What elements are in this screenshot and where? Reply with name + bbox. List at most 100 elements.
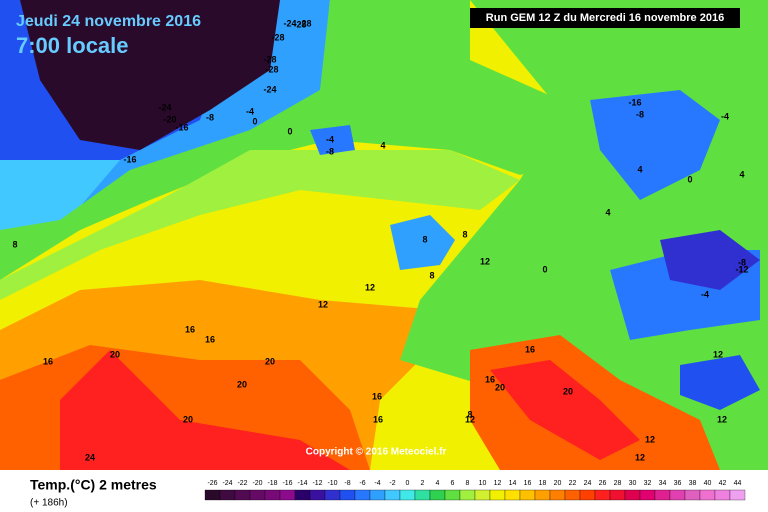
scale-label: -20 [252, 480, 262, 487]
scale-label: -16 [282, 480, 292, 487]
isotherm-label: -8 [738, 257, 746, 267]
isotherm-label: -8 [326, 146, 334, 156]
scale-swatch [684, 489, 701, 501]
scale-label: 26 [599, 480, 607, 487]
scale-label: 10 [479, 480, 487, 487]
isotherm-label: -4 [326, 134, 334, 144]
isotherm-label: 12 [465, 414, 475, 424]
scale-label: 16 [524, 480, 532, 487]
scale-swatch [399, 489, 416, 501]
scale-swatch [354, 489, 371, 501]
scale-swatch [699, 489, 716, 501]
scale-label: 18 [539, 480, 547, 487]
isotherm-label: 20 [563, 386, 573, 396]
scale-swatch [234, 489, 251, 501]
scale-label: 20 [554, 480, 562, 487]
isotherm-label: 4 [739, 169, 744, 179]
isotherm-label: 0 [252, 116, 257, 126]
scale-swatch [414, 489, 431, 501]
isotherm-label: 12 [365, 282, 375, 292]
scale-label: 8 [466, 480, 470, 487]
isotherm-label: 8 [429, 270, 434, 280]
scale-label: 12 [494, 480, 502, 487]
isotherm-label: 0 [542, 264, 547, 274]
scale-swatch [714, 489, 731, 501]
isotherm-label: 16 [373, 414, 383, 424]
scale-swatch [624, 489, 641, 501]
scale-label: 36 [674, 480, 682, 487]
scale-swatch [324, 489, 341, 501]
isotherm-label: 8 [12, 239, 17, 249]
scale-label: -24 [222, 480, 232, 487]
isotherm-label: 24 [85, 452, 95, 462]
scale-swatch [369, 489, 386, 501]
date-title: Jeudi 24 novembre 2016 [16, 13, 201, 30]
isotherm-label: -12 [735, 264, 748, 274]
scale-swatch [429, 489, 446, 501]
copyright: Copyright © 2016 Meteociel.fr [306, 447, 447, 458]
scale-label: 40 [704, 480, 712, 487]
scale-label: 32 [644, 480, 652, 487]
scale-label: -4 [374, 480, 380, 487]
scale-label: -14 [297, 480, 307, 487]
scale-swatch [294, 489, 311, 501]
scale-swatch [459, 489, 476, 501]
isotherm-label: -8 [206, 112, 214, 122]
scale-swatch [534, 489, 551, 501]
isotherm-label: 0 [687, 174, 692, 184]
isotherm-label: 20 [183, 414, 193, 424]
scale-swatch [264, 489, 281, 501]
isotherm-label: -24 [263, 84, 276, 94]
scale-label: 0 [406, 480, 410, 487]
scale-swatch [474, 489, 491, 501]
isotherm-label: -24 [158, 102, 171, 112]
isotherm-label: 20 [237, 379, 247, 389]
scale-label: 42 [719, 480, 727, 487]
scale-label: -6 [359, 480, 365, 487]
isotherm-label: -16 [123, 154, 136, 164]
scale-swatch [519, 489, 536, 501]
isotherm-label: 12 [480, 256, 490, 266]
isotherm-label: -8 [636, 109, 644, 119]
isotherm-label: -16 [175, 122, 188, 132]
isotherm-label: 16 [43, 356, 53, 366]
scale-label: 34 [659, 480, 667, 487]
isotherm-label: 12 [645, 434, 655, 444]
scale-label: 38 [689, 480, 697, 487]
scale-swatch [504, 489, 521, 501]
isotherm-label: 8 [467, 409, 472, 419]
scale-label: -2 [389, 480, 395, 487]
scale-swatch [219, 489, 236, 501]
scale-label: 28 [614, 480, 622, 487]
scale-label: -8 [344, 480, 350, 487]
isotherm-label: -4 [246, 106, 254, 116]
scale-label: -18 [267, 480, 277, 487]
isotherm-label: 12 [318, 299, 328, 309]
isotherm-label: -20 [163, 114, 176, 124]
isotherm-label: -28 [293, 19, 306, 29]
scale-swatch [564, 489, 581, 501]
scale-label: -26 [207, 480, 217, 487]
scale-swatch [639, 489, 656, 501]
isotherm-label: -24 [283, 18, 296, 28]
isotherm-label: 20 [265, 356, 275, 366]
scale-swatch [729, 489, 746, 501]
scale-swatch [594, 489, 611, 501]
scale-swatch [249, 489, 266, 501]
scale-label: 44 [734, 480, 742, 487]
isotherm-label: -28 [263, 54, 276, 64]
scale-label: 22 [569, 480, 577, 487]
isotherm-label: 12 [717, 414, 727, 424]
scale-swatch [669, 489, 686, 501]
isotherm-label: 12 [713, 349, 723, 359]
isotherm-label: -28 [298, 18, 311, 28]
isotherm-label: 4 [380, 140, 385, 150]
run-info: Run GEM 12 Z du Mercredi 16 novembre 201… [486, 12, 724, 24]
isotherm-label: -28 [265, 64, 278, 74]
scale-swatch [204, 489, 221, 501]
isotherm-label: 20 [495, 382, 505, 392]
isotherm-label: 12 [635, 452, 645, 462]
map [0, 0, 768, 470]
scale-swatch [309, 489, 326, 501]
